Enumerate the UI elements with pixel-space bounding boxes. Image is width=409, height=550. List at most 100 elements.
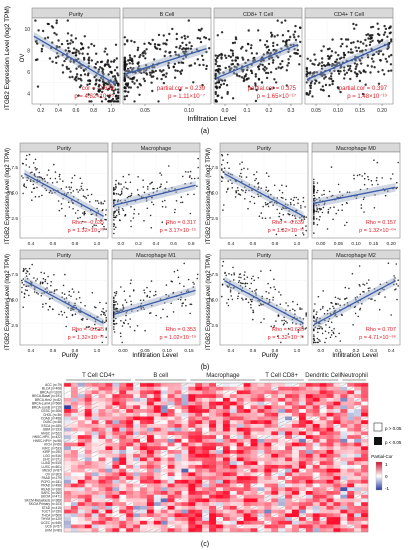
nonsignificant-mark	[98, 420, 106, 424]
heatmap-cell	[140, 509, 148, 514]
nonsignificant-mark	[257, 524, 264, 528]
heatmap-cell	[195, 494, 203, 499]
nonsignificant-mark	[112, 510, 119, 514]
row-label: BRCA-LumB (n=219)	[32, 405, 62, 409]
heatmap-cell	[91, 427, 99, 432]
data-point	[265, 186, 268, 189]
data-point	[162, 34, 165, 37]
heatmap-cell	[285, 431, 293, 436]
data-point	[283, 316, 286, 319]
data-point	[117, 210, 120, 212]
data-point	[317, 211, 320, 213]
heatmap-cell	[167, 479, 175, 484]
data-point	[251, 290, 254, 293]
data-point	[33, 291, 36, 293]
data-point	[105, 320, 107, 322]
heatmap-cell	[305, 491, 313, 495]
data-point	[175, 45, 178, 49]
data-point	[118, 183, 120, 185]
heatmap-cell	[271, 383, 279, 387]
data-point	[221, 180, 223, 183]
data-point	[205, 67, 208, 71]
data-point	[306, 71, 310, 75]
data-point	[315, 204, 318, 207]
nonsignificant-mark	[78, 457, 85, 461]
data-point	[372, 60, 375, 63]
data-point	[124, 319, 127, 322]
data-point	[25, 275, 28, 277]
data-point	[302, 234, 305, 236]
data-point	[63, 298, 66, 300]
heatmap-cell	[77, 524, 85, 529]
data-point	[313, 310, 315, 313]
data-point	[61, 314, 64, 316]
heatmap-cell	[112, 435, 120, 440]
data-point	[289, 309, 291, 312]
heatmap-cell	[202, 528, 210, 533]
facet-b-0-rho-cell: Rho = 0.317	[166, 220, 196, 226]
heatmap-cell	[112, 446, 120, 451]
heatmap-cell	[77, 412, 85, 417]
data-point	[285, 185, 288, 187]
data-point	[123, 68, 127, 71]
heatmap-cell	[77, 528, 85, 533]
data-point	[31, 171, 33, 174]
heatmap-cell	[119, 461, 127, 466]
heatmap-cell	[126, 423, 134, 428]
heatmap-cell	[70, 401, 79, 406]
heatmap-cell	[347, 468, 355, 473]
heatmap-cell	[64, 397, 72, 402]
heatmap-cell	[243, 498, 251, 503]
data-point	[369, 36, 373, 39]
row-label: ESCA (n=185)	[42, 424, 62, 428]
heatmap-cell	[119, 435, 127, 440]
data-point	[122, 175, 125, 178]
heatmap-cell	[340, 528, 348, 533]
data-point	[73, 78, 77, 81]
heatmap-cell	[133, 412, 141, 417]
nonsignificant-mark	[98, 510, 106, 514]
data-point	[87, 61, 91, 65]
data-point	[330, 301, 332, 304]
heatmap-cell	[174, 494, 182, 499]
data-point	[253, 173, 255, 176]
heatmap-cell	[112, 457, 120, 462]
heatmap-cell	[312, 420, 320, 425]
heatmap-cell	[153, 472, 161, 477]
heatmap-cell	[319, 394, 327, 399]
heatmap-cell	[216, 479, 224, 484]
data-point	[390, 178, 392, 180]
data-point	[41, 194, 43, 197]
nonsignificant-mark	[98, 528, 106, 532]
data-point	[249, 298, 252, 301]
heatmap-cell	[292, 446, 300, 451]
data-point	[28, 273, 31, 275]
heatmap-cell	[354, 423, 362, 428]
heatmap-cell	[174, 442, 182, 447]
data-point	[323, 313, 326, 315]
data-point	[118, 213, 121, 215]
heatmap-cell	[98, 461, 106, 466]
data-point	[242, 189, 244, 192]
data-point	[26, 270, 29, 273]
data-point	[43, 292, 45, 294]
heatmap-cell	[91, 483, 99, 488]
heatmap-cell	[84, 457, 92, 462]
data-point	[261, 217, 264, 219]
heatmap-cell	[292, 397, 300, 402]
heatmap-cell	[146, 416, 155, 421]
heatmap-cell	[326, 423, 334, 428]
heatmap-cell	[119, 453, 127, 458]
heatmap-cell	[278, 450, 286, 454]
heatmap-cell	[98, 435, 106, 440]
heatmap-cell	[271, 450, 279, 454]
data-point	[321, 61, 324, 64]
heatmap-cell	[319, 438, 327, 443]
heatmap-cell	[305, 498, 313, 503]
data-point	[201, 83, 204, 87]
data-point	[21, 291, 23, 293]
heatmap-cell	[70, 472, 79, 477]
heatmap-cell	[361, 390, 369, 395]
data-point	[111, 75, 115, 78]
heatmap-cell	[70, 409, 79, 413]
